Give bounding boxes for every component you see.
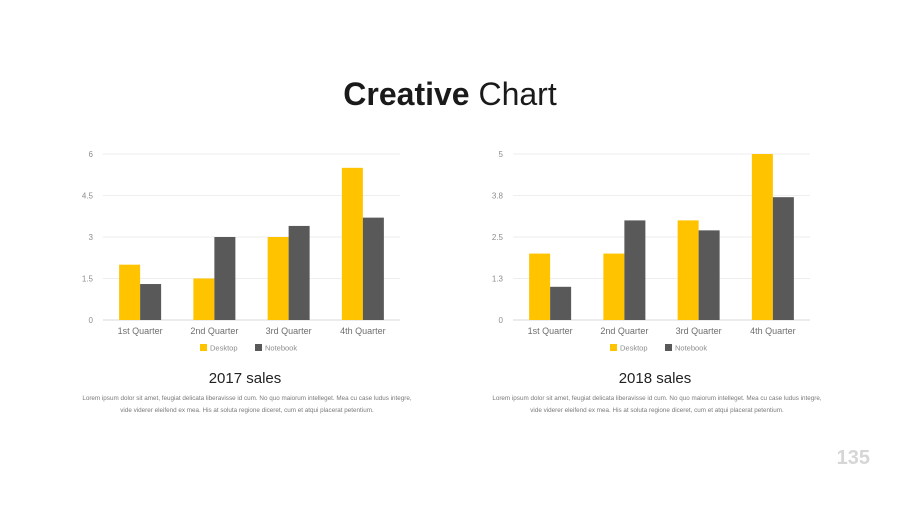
bar-desktop-1 (119, 264, 141, 320)
legend-label-desktop: Desktop (620, 344, 648, 353)
y-tick-label: 0 (89, 316, 94, 325)
chart-subtitle-2017: 2017 sales (208, 370, 282, 387)
title-bold: Creative (343, 76, 470, 112)
x-tick-label: 2nd Quarter (190, 326, 238, 336)
legend-swatch-desktop (610, 344, 617, 351)
bar-desktop-3 (677, 220, 699, 320)
bar-notebook-1 (140, 284, 162, 320)
bar-desktop-2 (603, 253, 625, 320)
y-tick-label: 6 (89, 150, 94, 159)
bar-desktop-1 (529, 253, 551, 320)
bar-desktop-4 (751, 154, 773, 320)
bar-notebook-2 (624, 220, 646, 320)
y-tick-label: 1.5 (82, 275, 94, 284)
bar-notebook-3 (288, 225, 310, 320)
bar-notebook-3 (698, 230, 720, 320)
legend-label-notebook: Notebook (265, 344, 297, 353)
bar-notebook-2 (214, 237, 236, 320)
title-light: Chart (478, 76, 557, 112)
chart-description-2017: Lorem ipsum dolor sit amet, feugiat deli… (82, 395, 412, 414)
x-tick-label: 2nd Quarter (600, 326, 648, 336)
slide-title: Creative Chart (0, 74, 900, 114)
bar-notebook-1 (550, 286, 572, 320)
chart-description-2018: Lorem ipsum dolor sit amet, feugiat deli… (492, 395, 822, 414)
x-tick-label: 4th Quarter (340, 326, 386, 336)
chart-2017: 0 1.5 3 4.5 6 1st Quarter 2nd Quarter 3rd Quart… (82, 150, 400, 353)
y-tick-label: 0 (499, 316, 504, 325)
chart-2018: 0 1.3 2.5 3.8 5 1st Quarter 2nd Quarter 3rd Qua… (492, 150, 810, 353)
x-tick-label: 1st Quarter (528, 326, 573, 336)
y-tick-label: 4.5 (82, 192, 94, 201)
x-tick-label: 1st Quarter (118, 326, 163, 336)
legend-swatch-desktop (200, 344, 207, 351)
bar-notebook-4 (362, 217, 384, 320)
y-tick-label: 5 (499, 150, 504, 159)
bar-desktop-2 (193, 278, 215, 320)
x-tick-label: 3rd Quarter (676, 326, 722, 336)
legend-label-notebook: Notebook (675, 344, 707, 353)
bar-desktop-3 (267, 237, 289, 320)
page-number: 135 (836, 447, 870, 469)
legend-swatch-notebook (665, 344, 672, 351)
bar-desktop-4 (341, 167, 363, 320)
legend-label-desktop: Desktop (210, 344, 238, 353)
y-tick-label: 1.3 (492, 275, 504, 284)
y-tick-label: 3.8 (492, 192, 504, 201)
x-tick-label: 4th Quarter (750, 326, 796, 336)
legend-swatch-notebook (255, 344, 262, 351)
x-tick-label: 3rd Quarter (266, 326, 312, 336)
bar-notebook-4 (772, 197, 794, 320)
y-tick-label: 3 (89, 233, 94, 242)
chart-subtitle-2018: 2018 sales (618, 370, 692, 387)
y-tick-label: 2.5 (492, 233, 504, 242)
